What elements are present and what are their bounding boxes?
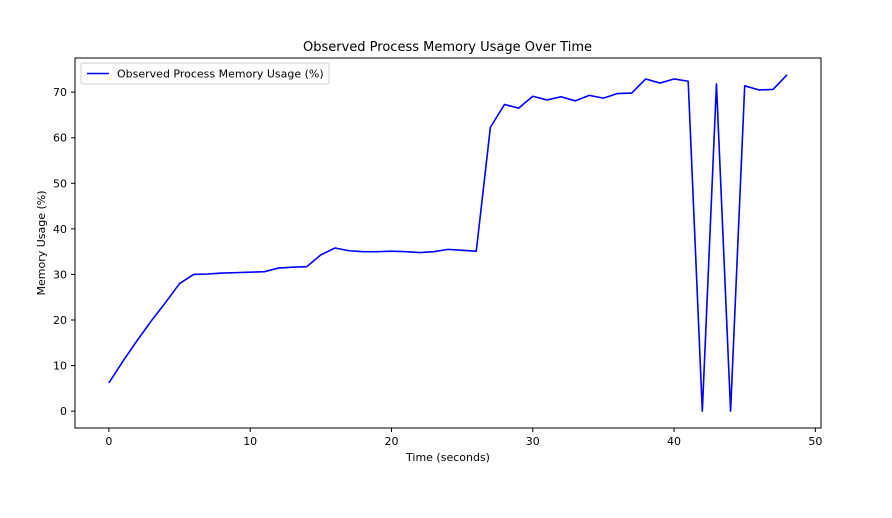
legend-box [80, 62, 330, 85]
plot-frame [74, 57, 822, 429]
series-line [108, 74, 788, 412]
legend: Observed Process Memory Usage (%) [80, 62, 330, 85]
x-tick-label: 50 [808, 435, 822, 448]
x-axis-ticks: 0 10 20 30 40 50 [105, 428, 822, 448]
y-axis-ticks: 0 10 20 30 40 50 60 70 [53, 86, 75, 418]
y-tick-label: 20 [53, 314, 67, 327]
y-tick-label: 50 [53, 177, 67, 190]
x-tick-label: 20 [384, 435, 398, 448]
y-tick-label: 40 [53, 223, 67, 236]
x-axis-label: Time (seconds) [405, 451, 490, 464]
series-layer [108, 74, 788, 412]
y-tick-label: 30 [53, 268, 67, 281]
x-tick-label: 0 [105, 435, 112, 448]
y-tick-label: 10 [53, 360, 67, 373]
y-tick-label: 0 [60, 405, 67, 418]
legend-label: Observed Process Memory Usage (%) [117, 68, 324, 81]
x-tick-label: 30 [526, 435, 540, 448]
y-tick-label: 70 [53, 86, 67, 99]
chart-title: Observed Process Memory Usage Over Time [303, 40, 592, 55]
y-tick-label: 60 [53, 132, 67, 145]
x-tick-label: 10 [243, 435, 257, 448]
x-tick-label: 40 [667, 435, 681, 448]
y-axis-label: Memory Usage (%) [35, 190, 48, 295]
